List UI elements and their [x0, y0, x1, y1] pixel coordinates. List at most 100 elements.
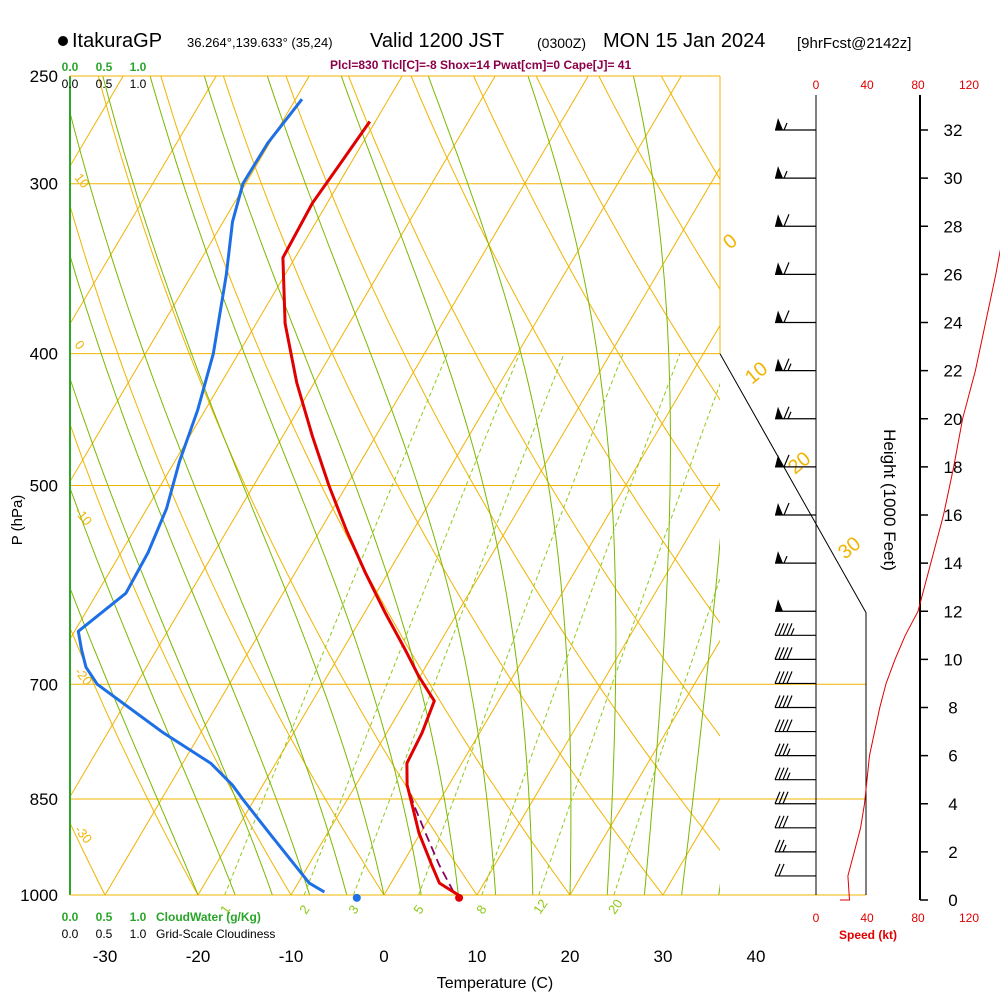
wind-barb	[774, 791, 816, 805]
height-tick-label: 4	[948, 795, 957, 814]
mixing-ratio-label: 5	[410, 902, 426, 917]
wind-barb-flag	[778, 719, 785, 732]
temperature-tick-label: -10	[279, 947, 304, 966]
mixing-ratio-label: 8	[473, 902, 489, 917]
moist-adiabat-label: 30	[834, 533, 865, 564]
wind-barb-flag	[782, 815, 789, 829]
skew-t-grid	[0, 76, 1000, 895]
dry-adiabat-label: -30	[72, 822, 96, 846]
wind-barb	[774, 743, 816, 757]
wind-barb	[775, 358, 816, 372]
wind-barb-flag	[774, 767, 781, 780]
wind-barb	[774, 623, 816, 636]
height-tick-label: 20	[944, 410, 963, 429]
dry-adiabat-line	[70, 626, 199, 895]
height-axis-title: Height (1000 Feet)	[880, 429, 899, 571]
wind-barb-flag	[782, 791, 789, 804]
speed-tick-label-top: 40	[860, 78, 874, 92]
wind-barb-flag	[778, 647, 785, 660]
isotherm-line	[197, 76, 682, 895]
mixing-ratio-label: 2	[296, 902, 312, 917]
height-tick-label: 28	[944, 217, 963, 236]
speed-tick-label-bottom: 40	[860, 911, 874, 925]
height-tick-label: 0	[948, 891, 957, 910]
moist-adiabat-line	[527, 76, 617, 895]
valid-time: Valid 1200 JST	[370, 30, 505, 52]
wind-barb	[775, 406, 816, 420]
wind-barb	[775, 502, 816, 516]
dry-adiabat-line	[0, 76, 12, 895]
wind-barb-flag	[783, 214, 790, 227]
isotherm-line	[290, 166, 720, 895]
pressure-tick-label: 500	[30, 477, 58, 496]
temperature-profile-line	[281, 120, 460, 897]
wind-barb-flag	[778, 743, 785, 756]
speed-tick-label-top: 120	[959, 78, 979, 92]
wind-barb	[774, 815, 816, 829]
moist-adiabat-label: 20	[784, 448, 815, 479]
wind-barb-flag	[786, 719, 793, 732]
wind-barb	[774, 719, 816, 733]
height-tick-label: 24	[944, 314, 963, 333]
moist-adiabat-line	[70, 486, 236, 895]
moist-adiabat-line	[427, 76, 572, 895]
moist-adiabat-line	[70, 377, 273, 895]
wind-barb-flag	[774, 743, 781, 756]
height-tick-label: 32	[944, 121, 963, 140]
mixing-ratio-line	[303, 353, 520, 895]
cloudwater-scale-top: 1.0	[130, 60, 147, 74]
dry-adiabat-line	[974, 76, 1000, 895]
cloudiness-scale-top: 0.0	[62, 77, 79, 91]
pressure-tick-label: 700	[30, 675, 58, 694]
cloudwater-scale-bottom: 1.0	[130, 910, 147, 924]
forecast-info: [9hrFcst@2142z]	[797, 35, 912, 52]
pressure-tick-label: 1000	[20, 886, 58, 905]
mixing-ratio-label: 12	[530, 896, 551, 916]
speed-tick-label-top: 80	[911, 78, 925, 92]
wind-barb	[774, 695, 816, 709]
wind-barb-flag	[782, 743, 789, 756]
wind-barb-flag	[782, 719, 789, 732]
isotherm-line	[476, 482, 720, 895]
wind-barb-half-flag	[783, 170, 788, 179]
dry-adiabat-line	[222, 76, 664, 895]
isotherm-line	[0, 76, 30, 895]
wind-barb-flag	[786, 671, 793, 684]
wind-barb-flag	[782, 623, 789, 636]
x-axis-title: Temperature (C)	[437, 975, 553, 992]
temperature-tick-label: 0	[379, 947, 388, 966]
mixing-ratio-line	[224, 353, 448, 895]
temperature-tick-label: -30	[93, 947, 118, 966]
wind-barb	[774, 839, 816, 853]
wind-barb-pennant	[775, 454, 783, 467]
wind-barb-flag	[786, 623, 793, 636]
wind-barb	[775, 310, 816, 324]
wind-barb	[774, 647, 816, 660]
dry-adiabat-label: 10	[72, 170, 93, 191]
mixing-ratio-line	[352, 353, 565, 895]
cloudwater-label: CloudWater (g/Kg)	[156, 910, 261, 924]
wind-panel-boundary	[719, 353, 867, 895]
wind-barb-flag	[783, 262, 790, 275]
temperature-tick-label: 40	[747, 947, 766, 966]
pressure-tick-label: 850	[30, 790, 58, 809]
cloudwater-scale-top: 0.5	[96, 60, 113, 74]
temperature-tick-label: 30	[654, 947, 673, 966]
height-tick-label: 14	[944, 554, 963, 573]
cloudiness-scale-bottom: 0.0	[62, 927, 79, 941]
station-marker-icon	[58, 36, 68, 46]
valid-date: MON 15 Jan 2024	[603, 30, 766, 52]
cloudiness-scale-top: 0.5	[96, 77, 113, 91]
wind-barb-flag	[782, 767, 789, 780]
wind-barb-pennant	[775, 214, 783, 227]
wind-barb-pennant	[775, 262, 783, 275]
height-tick-label: 2	[948, 843, 957, 862]
isotherm-line	[942, 76, 1000, 895]
pressure-tick-label: 300	[30, 175, 58, 194]
dry-adiabat-line	[473, 76, 720, 512]
speed-tick-label-bottom: 120	[959, 911, 979, 925]
wind-barb-flag	[783, 502, 790, 516]
wind-barb-half-flag	[786, 748, 791, 756]
isotherm-line	[383, 324, 720, 895]
wind-barb-half-flag	[786, 772, 791, 780]
